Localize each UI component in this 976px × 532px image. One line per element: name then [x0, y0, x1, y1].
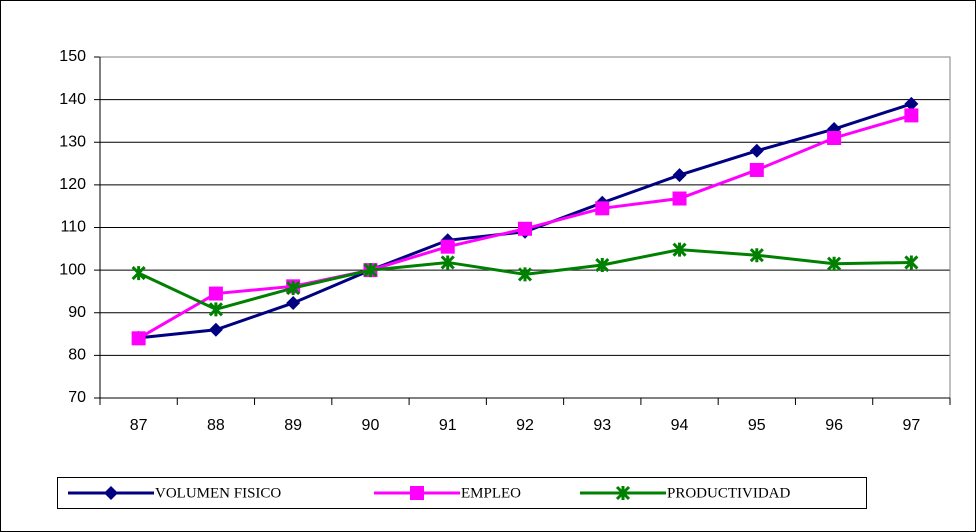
marker [595, 201, 610, 216]
x-tick-label: 96 [825, 417, 843, 434]
marker [410, 486, 424, 500]
x-tick-label: 91 [439, 417, 457, 434]
y-tick-label: 110 [60, 219, 86, 236]
marker [749, 143, 764, 158]
x-tick-label: 89 [284, 417, 302, 434]
x-tick-label: 93 [593, 417, 611, 434]
marker [440, 239, 455, 254]
x-tick-label: 94 [671, 417, 689, 434]
marker [517, 267, 533, 282]
x-tick-label: 95 [748, 417, 766, 434]
x-tick-label: 92 [516, 417, 534, 434]
marker [131, 331, 146, 346]
marker [208, 286, 223, 301]
marker [208, 302, 223, 317]
marker [615, 485, 631, 501]
legend-label: VOLUMEN FISICO [155, 485, 281, 501]
legend-box [57, 477, 867, 509]
marker [518, 221, 532, 236]
legend-label: EMPLEO [461, 485, 521, 501]
marker [904, 108, 919, 123]
marker [749, 162, 764, 177]
x-tick-label: 88 [207, 417, 225, 434]
y-tick-label: 120 [59, 176, 86, 193]
y-tick-label: 90 [68, 304, 86, 321]
y-tick-label: 150 [59, 48, 86, 65]
marker [131, 266, 146, 281]
marker [363, 263, 378, 278]
marker [595, 257, 610, 273]
marker [904, 96, 919, 111]
marker [286, 295, 301, 310]
x-tick-label: 90 [362, 417, 380, 434]
marker [440, 255, 455, 270]
legend-label: PRODUCTIVIDAD [667, 485, 791, 501]
marker [672, 168, 687, 183]
y-tick-label: 70 [68, 389, 86, 406]
y-tick-label: 100 [59, 261, 86, 278]
marker [827, 130, 842, 145]
marker [672, 242, 687, 257]
marker [749, 248, 764, 263]
marker [672, 191, 687, 206]
marker [286, 280, 301, 296]
y-tick-label: 140 [59, 91, 86, 108]
marker [904, 255, 919, 270]
y-tick-label: 130 [59, 133, 86, 150]
marker [104, 486, 118, 500]
y-tick-label: 80 [68, 347, 86, 364]
marker [208, 322, 223, 337]
x-tick-label: 97 [902, 417, 920, 434]
x-tick-label: 87 [130, 417, 148, 434]
marker [827, 256, 842, 271]
